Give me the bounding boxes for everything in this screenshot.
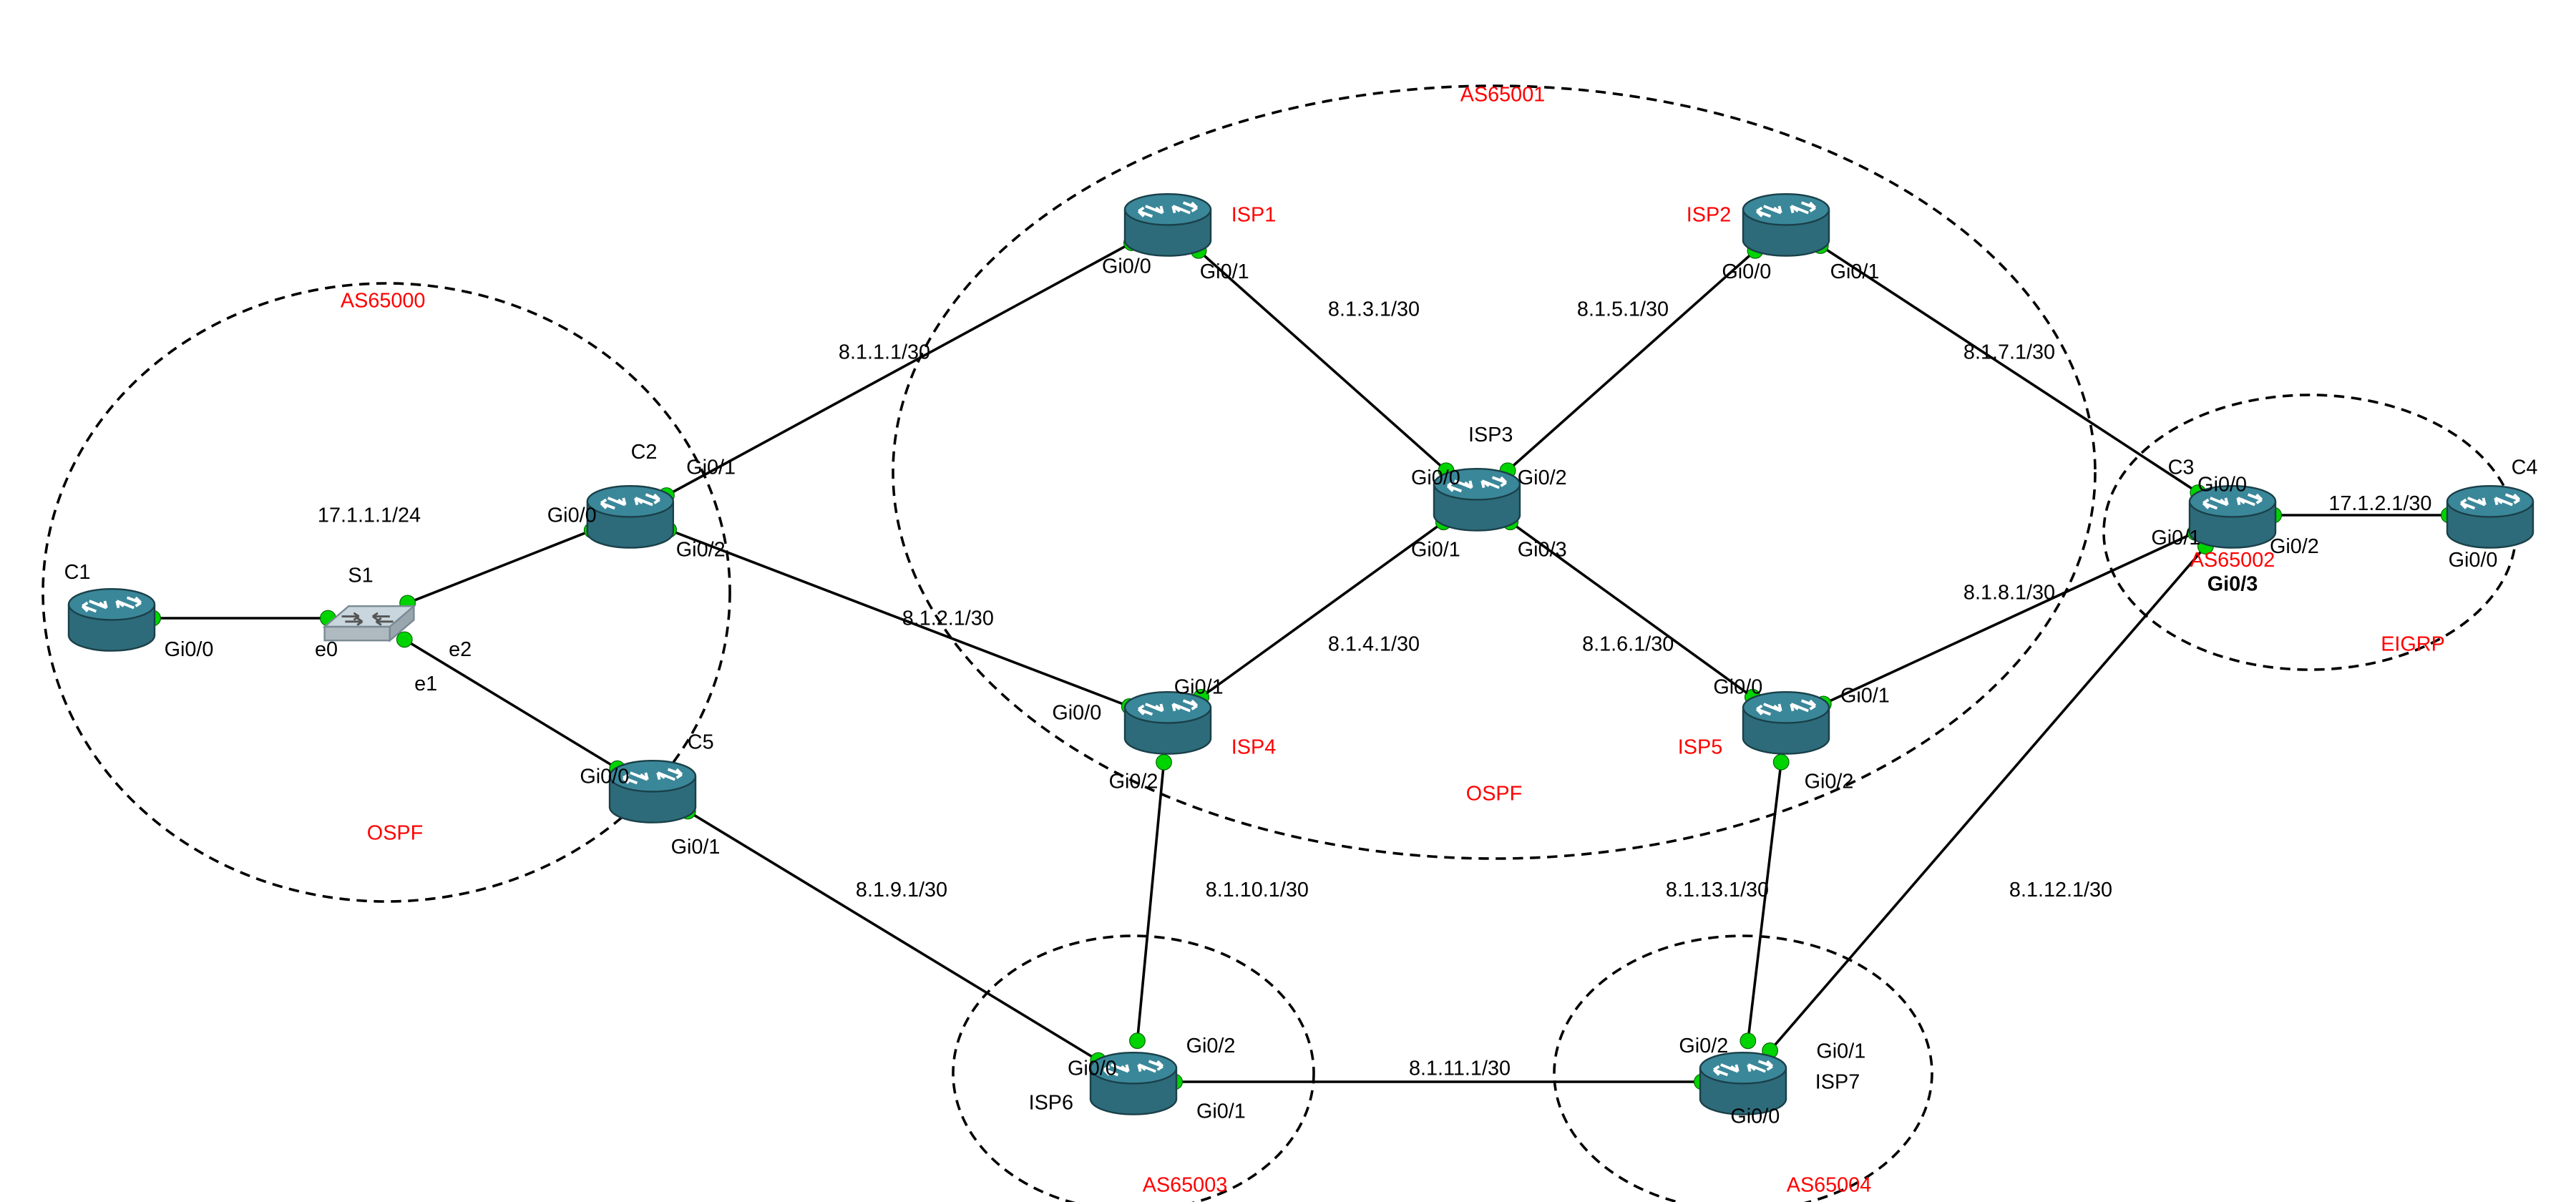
router-icon[interactable] [584, 481, 677, 549]
link [404, 640, 617, 768]
link [1508, 250, 1755, 470]
label: Gi0/3 [2207, 572, 2258, 596]
label: Gi0/0 [165, 637, 214, 661]
label: 8.1.3.1/30 [1328, 297, 1420, 321]
label: Gi0/0 [1713, 675, 1762, 699]
link [1823, 532, 2195, 704]
label: Gi0/1 [686, 455, 736, 479]
label: AS65004 [1787, 1173, 1872, 1197]
label: 8.1.4.1/30 [1328, 632, 1420, 656]
label: ISP5 [1678, 735, 1722, 759]
label: 17.1.2.1/30 [2328, 491, 2431, 515]
label: Gi0/0 [1722, 259, 1771, 283]
label: Gi0/1 [1840, 683, 1890, 708]
label: ISP4 [1231, 735, 1276, 759]
label: Gi0/0 [1730, 1104, 1780, 1128]
label: AS65002 [2190, 548, 2275, 572]
link [1137, 762, 1163, 1040]
router-icon[interactable] [2444, 481, 2537, 549]
label: Gi0/2 [676, 537, 726, 562]
label: Gi0/2 [1679, 1034, 1728, 1058]
label: Gi0/1 [1816, 1039, 1865, 1063]
label: Gi0/0 [1102, 254, 1151, 278]
label: C4 [2512, 455, 2538, 479]
label: AS65000 [341, 288, 426, 313]
label: C2 [631, 439, 658, 464]
label: Gi0/2 [2270, 534, 2319, 558]
label: Gi0/1 [1830, 259, 1880, 283]
label: e2 [449, 637, 472, 661]
label: Gi0/2 [1805, 769, 1854, 793]
label: Gi0/1 [1196, 1099, 1246, 1123]
label: C3 [2168, 455, 2195, 479]
label: 8.1.8.1/30 [1963, 580, 2055, 605]
label: AS65001 [1460, 82, 1546, 107]
label: Gi0/3 [1518, 537, 1567, 562]
label: 8.1.5.1/30 [1577, 297, 1669, 321]
label: ISP2 [1687, 202, 1731, 227]
link [669, 530, 1130, 707]
label: Gi0/2 [1186, 1034, 1236, 1058]
label: Gi0/1 [1174, 675, 1224, 699]
link [408, 530, 592, 603]
label: e0 [315, 637, 338, 661]
label: Gi0/1 [1200, 259, 1249, 283]
link [666, 243, 1131, 495]
label: 8.1.13.1/30 [1666, 877, 1769, 902]
router-icon[interactable] [65, 584, 158, 653]
label: Gi0/0 [1411, 465, 1460, 489]
label: e1 [414, 671, 437, 695]
label: ISP3 [1468, 422, 1513, 446]
label: Gi0/0 [2449, 548, 2498, 572]
label: 8.1.11.1/30 [1409, 1056, 1511, 1080]
label: Gi0/0 [547, 503, 597, 527]
label: C1 [64, 560, 91, 584]
router-icon[interactable] [1740, 189, 1833, 258]
label: C5 [688, 730, 714, 754]
label: Gi0/2 [1109, 769, 1158, 793]
port-dot [1156, 755, 1172, 771]
label: 8.1.12.1/30 [2009, 877, 2112, 902]
label: OSPF [367, 821, 423, 845]
label: 8.1.2.1/30 [902, 606, 994, 630]
port-dot [1773, 754, 1789, 770]
link [1201, 522, 1444, 698]
link [1770, 547, 2206, 1051]
label: Gi0/0 [1068, 1056, 1117, 1080]
label: ISP7 [1815, 1070, 1860, 1094]
label: Gi0/1 [671, 834, 721, 859]
label: 8.1.7.1/30 [1963, 340, 2055, 364]
label: Gi0/2 [1518, 465, 1567, 489]
link [1199, 250, 1446, 470]
label: Gi0/0 [580, 764, 629, 788]
label: Gi0/1 [1411, 537, 1460, 562]
port-dot [1740, 1033, 1756, 1049]
label: ISP1 [1231, 202, 1276, 227]
label: EIGRP [2381, 632, 2445, 656]
router-icon[interactable] [1121, 189, 1214, 258]
label: 8.1.9.1/30 [856, 877, 947, 902]
label: AS65003 [1143, 1173, 1228, 1197]
label: 8.1.10.1/30 [1206, 877, 1309, 902]
topology-canvas: AS65000 AS65001 AS65002 AS65003 AS65004 OSPF O… [0, 0, 2576, 1202]
link [1748, 762, 1781, 1041]
label: Gi0/0 [1052, 700, 1101, 725]
link [688, 811, 1098, 1060]
label: Gi0/0 [2197, 472, 2247, 497]
label: Gi0/1 [2151, 525, 2200, 549]
label: 17.1.1.1/24 [318, 503, 421, 527]
label: 8.1.1.1/30 [839, 340, 930, 364]
label: 8.1.6.1/30 [1582, 632, 1674, 656]
label: ISP6 [1029, 1090, 1073, 1115]
port-dot [1130, 1033, 1146, 1049]
label: OSPF [1466, 781, 1522, 806]
label: S1 [348, 563, 373, 587]
